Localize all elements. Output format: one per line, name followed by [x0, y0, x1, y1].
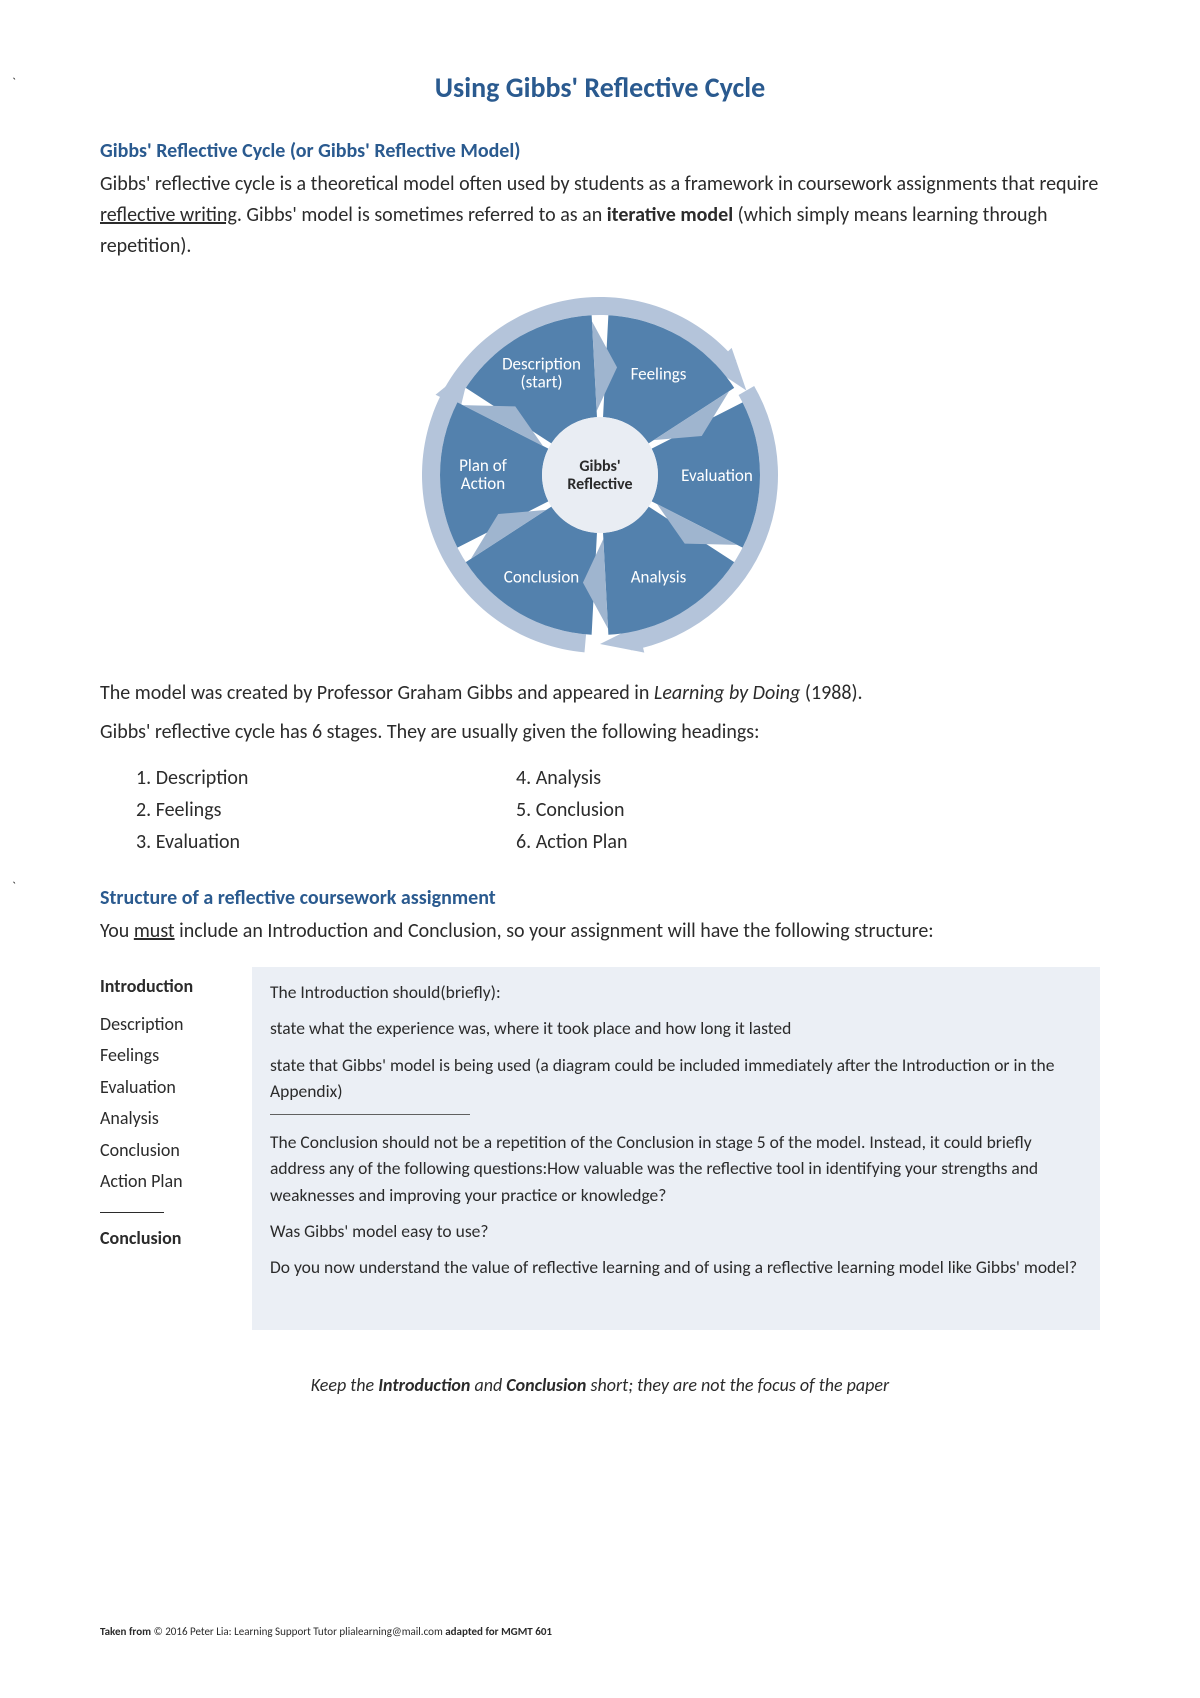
italic-text: could: [615, 1054, 654, 1076]
after-diagram-p2: Gibbs' reflective cycle has 6 stages. Th…: [100, 717, 1100, 748]
text: The: [270, 1131, 300, 1153]
structure-item: Description: [100, 1009, 252, 1041]
text: short; they are not the focus of the pap…: [586, 1374, 889, 1396]
text: . Gibbs' model is sometimes referred to …: [237, 203, 607, 227]
text: The model was created by Professor Graha…: [100, 681, 654, 705]
sr-line: Do you now understand the value of refle…: [270, 1254, 1082, 1280]
bold-text: Introduction: [378, 1374, 470, 1396]
stage-item: 5. Conclusion: [516, 794, 896, 826]
page-title: Using Gibbs' Reflective Cycle: [100, 70, 1100, 105]
cycle-svg: Gibbs'ReflectiveDescription(start)Feelin…: [405, 280, 795, 670]
structure-intro-label: Introduction: [100, 971, 252, 1003]
stages-col-left: 1. Description2. Feelings3. Evaluation: [136, 762, 516, 858]
structure-items: DescriptionFeelingsEvaluationAnalysisCon…: [100, 1009, 252, 1198]
bold-text: Conclusion: [300, 1131, 378, 1153]
keep-note: Keep the Introduction and Conclusion sho…: [100, 1374, 1100, 1396]
text: should(briefly):: [389, 981, 501, 1003]
underlined-text: must: [134, 919, 175, 943]
stage-item: 2. Feelings: [136, 794, 516, 826]
text: be a repetition of the Conclusion in sta…: [458, 1131, 987, 1153]
svg-text:Feelings: Feelings: [631, 364, 687, 385]
divider: [100, 1212, 164, 1213]
bold-text: iterative model: [607, 203, 733, 227]
stage-item: 1. Description: [136, 762, 516, 794]
sr-line: Was Gibbs' model easy to use?: [270, 1218, 1082, 1244]
text: © 2016 Peter Lia: Learning Support Tutor…: [154, 1625, 446, 1638]
svg-text:Reflective: Reflective: [567, 475, 632, 494]
structure-conclusion-label: Conclusion: [100, 1223, 252, 1255]
sr-line: state that Gibbs' model is being used (a…: [270, 1052, 1082, 1105]
structure-item: Conclusion: [100, 1135, 252, 1167]
structure-box: Introduction DescriptionFeelingsEvaluati…: [100, 967, 1100, 1330]
structure-item: Action Plan: [100, 1166, 252, 1198]
structure-right-col: The Introduction should(briefly): state …: [252, 967, 1100, 1330]
section2-heading: Structure of a reflective coursework ass…: [100, 886, 1100, 910]
backtick-mark: `: [12, 880, 16, 895]
section1-paragraph: Gibbs' reflective cycle is a theoretical…: [100, 169, 1100, 262]
sr-line: The Conclusion should not be a repetitio…: [270, 1129, 1082, 1208]
section1-heading: Gibbs' Reflective Cycle (or Gibbs' Refle…: [100, 139, 1100, 163]
structure-item: Evaluation: [100, 1072, 252, 1104]
stages-col-right: 4. Analysis5. Conclusion6. Action Plan: [516, 762, 896, 858]
cycle-diagram: Gibbs'ReflectiveDescription(start)Feelin…: [100, 280, 1100, 670]
svg-text:Gibbs': Gibbs': [579, 457, 620, 476]
text: Keep the: [311, 1374, 378, 1396]
underlined-text: reflective writing: [100, 203, 237, 227]
text: include an Introduction and Conclusion, …: [175, 919, 934, 943]
stage-item: 3. Evaluation: [136, 826, 516, 858]
backtick-mark: `: [12, 76, 16, 91]
structure-item: Feelings: [100, 1040, 252, 1072]
text: state that Gibbs' model is being used (a…: [270, 1054, 615, 1076]
divider: [270, 1114, 470, 1115]
stage-item: 6. Action Plan: [516, 826, 896, 858]
text: The: [270, 981, 300, 1003]
svg-text:Analysis: Analysis: [631, 566, 687, 587]
svg-text:(start): (start): [520, 372, 562, 393]
text: You: [100, 919, 134, 943]
text: and: [470, 1374, 506, 1396]
text: (1988).: [800, 681, 862, 705]
footer-credit: Taken from © 2016 Peter Lia: Learning Su…: [100, 1625, 552, 1638]
sr-line: The Introduction should(briefly):: [270, 979, 1082, 1005]
bold-text: Introduction: [300, 981, 388, 1003]
bold-text: not: [434, 1131, 458, 1153]
structure-item: Analysis: [100, 1103, 252, 1135]
stages-columns: 1. Description2. Feelings3. Evaluation 4…: [136, 762, 1100, 858]
stage-item: 4. Analysis: [516, 762, 896, 794]
text: adapted for MGMT 601: [445, 1625, 552, 1638]
bold-text: briefly: [987, 1131, 1032, 1153]
text: should: [378, 1131, 434, 1153]
text: address any of the following questions:H…: [270, 1157, 1038, 1205]
italic-text: Learning by Doing: [654, 681, 800, 705]
structure-left-col: Introduction DescriptionFeelingsEvaluati…: [100, 967, 252, 1330]
text: Gibbs' reflective cycle is a theoretical…: [100, 172, 1098, 196]
svg-text:Action: Action: [461, 473, 505, 494]
section2-intro: You must include an Introduction and Con…: [100, 916, 1100, 947]
text: Taken from: [100, 1625, 154, 1638]
bold-text: Conclusion: [506, 1374, 586, 1396]
after-diagram-p1: The model was created by Professor Graha…: [100, 678, 1100, 709]
svg-text:Conclusion: Conclusion: [504, 566, 579, 587]
svg-text:Evaluation: Evaluation: [681, 465, 753, 486]
sr-line: state what the experience was, where it …: [270, 1015, 1082, 1041]
